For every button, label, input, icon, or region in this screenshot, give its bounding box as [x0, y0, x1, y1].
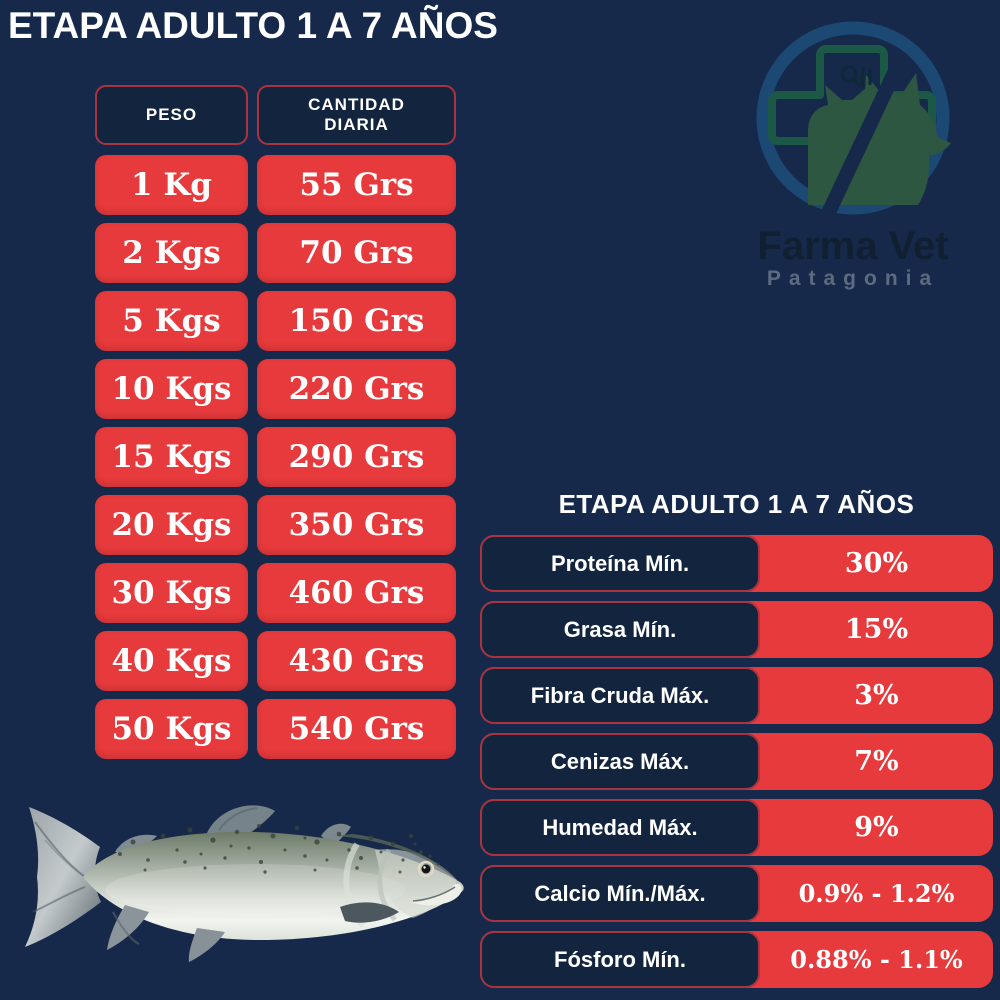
- nutrition-label: Fibra Cruda Máx.: [480, 667, 760, 724]
- weight-cell: 1 Kg: [95, 155, 248, 215]
- weight-cell: 30 Kgs: [95, 563, 248, 623]
- salmon-fish-illustration: [25, 805, 464, 962]
- feeding-row: 2 Kgs 70 Grs: [95, 223, 456, 283]
- daily-header-label: CANTIDAD DIARIA: [308, 95, 405, 134]
- weight-cell: 40 Kgs: [95, 631, 248, 691]
- weight-cell: 10 Kgs: [95, 359, 248, 419]
- nutrition-label: Fósforo Mín.: [480, 931, 760, 988]
- feeding-row: 1 Kg 55 Grs: [95, 155, 456, 215]
- nutrition-row: Cenizas Máx. 7%: [480, 733, 993, 790]
- tail-fin: [25, 807, 101, 947]
- nutrition-label: Grasa Mín.: [480, 601, 760, 658]
- weight-cell: 15 Kgs: [95, 427, 248, 487]
- nutrition-value: 9%: [854, 812, 899, 843]
- nutrition-row: Fibra Cruda Máx. 3%: [480, 667, 993, 724]
- logo-brand-text: Farma Vet: [757, 224, 949, 268]
- feeding-table: PESO CANTIDAD DIARIA 1 Kg 55 Grs 2 Kgs 70 G…: [95, 85, 456, 767]
- nutrition-rows: Proteína Mín. 30% Grasa Mín. 15% Fibra Cruda…: [480, 535, 993, 988]
- nutrition-row: Proteína Mín. 30%: [480, 535, 993, 592]
- page-title: ETAPA ADULTO 1 A 7 AÑOS: [8, 5, 498, 46]
- nutrition-label: Cenizas Máx.: [480, 733, 760, 790]
- nutrition-row: Fósforo Mín. 0.88% - 1.1%: [480, 931, 993, 988]
- feeding-row: 40 Kgs 430 Grs: [95, 631, 456, 691]
- daily-amount-cell: 290 Grs: [257, 427, 456, 487]
- fish-eye: [417, 860, 435, 878]
- feeding-row: 30 Kgs 460 Grs: [95, 563, 456, 623]
- feeding-row: 5 Kgs 150 Grs: [95, 291, 456, 351]
- feeding-rows: 1 Kg 55 Grs 2 Kgs 70 Grs 5 Kgs 150 Grs 10 Kgs 2…: [95, 155, 456, 759]
- feeding-row: 20 Kgs 350 Grs: [95, 495, 456, 555]
- daily-amount-cell: 350 Grs: [257, 495, 456, 555]
- nutrition-row: Humedad Máx. 9%: [480, 799, 993, 856]
- fish-speckles: [118, 824, 440, 874]
- weight-cell: 2 Kgs: [95, 223, 248, 283]
- daily-amount-cell: 430 Grs: [257, 631, 456, 691]
- daily-amount-cell: 70 Grs: [257, 223, 456, 283]
- nutrition-value: 3%: [854, 680, 899, 711]
- nutrition-value: 7%: [854, 746, 899, 777]
- daily-amount-cell: 220 Grs: [257, 359, 456, 419]
- weight-cell: 5 Kgs: [95, 291, 248, 351]
- weight-cell: 50 Kgs: [95, 699, 248, 759]
- nutrition-value: 15%: [844, 614, 909, 645]
- nutrition-value: 30%: [844, 548, 909, 579]
- pectoral-fin: [340, 902, 399, 923]
- logo-diagonal-gap: [818, 65, 906, 218]
- logo-ring: [756, 21, 950, 215]
- nutrition-table: ETAPA ADULTO 1 A 7 AÑOS Proteína Mín. 30%…: [480, 489, 993, 997]
- nutrition-row: Grasa Mín. 15%: [480, 601, 993, 658]
- daily-amount-column-header: CANTIDAD DIARIA: [257, 85, 456, 145]
- farmavet-logo: [756, 21, 951, 218]
- nutrition-value: 0.88% - 1.1%: [790, 945, 963, 974]
- daily-amount-cell: 540 Grs: [257, 699, 456, 759]
- nutrition-table-title: ETAPA ADULTO 1 A 7 AÑOS: [558, 489, 915, 519]
- nutrition-label: Calcio Mín./Máx.: [480, 865, 760, 922]
- daily-amount-cell: 460 Grs: [257, 563, 456, 623]
- nutrition-label: Humedad Máx.: [480, 799, 760, 856]
- daily-amount-cell: 150 Grs: [257, 291, 456, 351]
- nutrition-value: 0.9% - 1.2%: [798, 879, 955, 908]
- weight-column-header: PESO: [95, 85, 248, 145]
- logo-small-mark: [840, 65, 872, 88]
- nutrition-row: Calcio Mín./Máx. 0.9% - 1.2%: [480, 865, 993, 922]
- feeding-row: 15 Kgs 290 Grs: [95, 427, 456, 487]
- weight-header-label: PESO: [145, 105, 198, 125]
- feeding-row: 10 Kgs 220 Grs: [95, 359, 456, 419]
- nutrition-label: Proteína Mín.: [480, 535, 760, 592]
- feeding-row: 50 Kgs 540 Grs: [95, 699, 456, 759]
- lower-fins: [107, 905, 225, 962]
- logo-subtitle-text: Patagonia: [766, 267, 940, 290]
- weight-cell: 20 Kgs: [95, 495, 248, 555]
- feeding-table-header: PESO CANTIDAD DIARIA: [95, 85, 456, 145]
- daily-amount-cell: 55 Grs: [257, 155, 456, 215]
